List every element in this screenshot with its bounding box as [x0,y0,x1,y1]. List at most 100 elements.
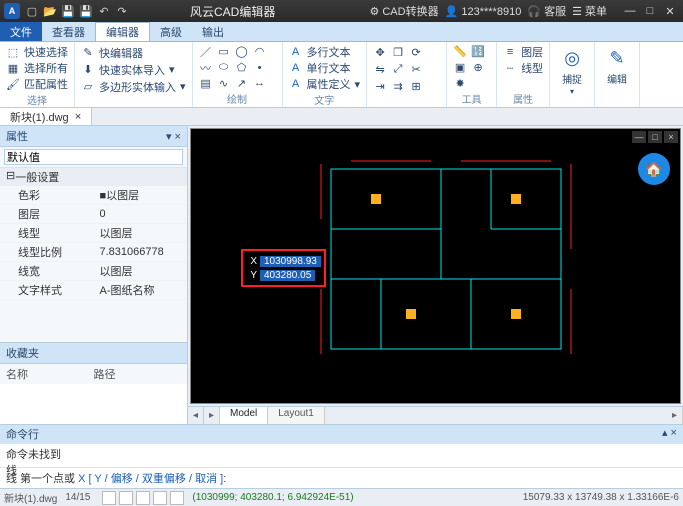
ortho-toggle[interactable] [136,491,150,505]
properties-table: 色彩■以图层 图层0 线型以图层 线型比例7.831066778 线宽以图层 文… [0,186,187,300]
calc-icon[interactable]: 🔢 [471,45,485,59]
favorites-columns: 名称路径 [0,364,187,384]
stext-button[interactable]: A单行文本 [289,60,361,76]
move-icon[interactable]: ✥ [373,46,387,60]
copy-icon[interactable]: ❐ [391,46,405,60]
point-icon[interactable]: • [253,61,267,75]
osnap-toggle[interactable] [170,491,184,505]
entity-import-button[interactable]: ⬇快速实体导入 ▾ [81,61,186,78]
selection-dropdown[interactable] [4,149,183,165]
xline-icon[interactable]: ↔ [253,76,267,90]
document-tab[interactable]: 新块(1).dwg × [0,108,92,125]
grid-toggle[interactable] [119,491,133,505]
saveas-icon[interactable]: 💾 [78,3,94,19]
tab-close-icon[interactable]: × [75,111,81,123]
prop-row: 文字样式A-图纸名称 [0,281,187,300]
ray-icon[interactable]: ↗ [235,76,249,90]
x-value: 1030998.93 [260,256,321,267]
ellipse-icon[interactable]: ⬭ [217,61,231,75]
new-icon[interactable]: ▢ [24,3,40,19]
extend-icon[interactable]: ⇥ [373,80,387,94]
offset-icon[interactable]: ⇉ [391,80,405,94]
tab-advanced[interactable]: 高级 [150,22,192,41]
open-icon[interactable]: 📂 [42,3,58,19]
explode-icon[interactable]: ✸ [453,76,467,90]
general-section-header[interactable]: ⊟ 一般设置 [0,168,187,186]
prop-row: 图层0 [0,205,187,224]
prop-row: 线型以图层 [0,224,187,243]
title-bar: A ▢ 📂 💾 💾 ↶ ↷ 风云CAD编辑器 ⚙ CAD转换器 👤 123***… [0,0,683,22]
tab-viewer[interactable]: 查看器 [42,22,95,41]
mtext-button[interactable]: A多行文本 [289,44,361,60]
status-zoom: 15079.33 x 13749.38 x 1.33166E-6 [523,492,679,503]
panel-collapse-icon[interactable]: ▾ × [166,130,181,143]
properties-panel: 属性▾ × ⊟ 一般设置 色彩■以图层 图层0 线型以图层 线型比例7.8310… [0,126,188,424]
line-icon[interactable]: ／ [199,45,213,59]
support-link[interactable]: 🎧 客服 [527,3,566,19]
spline-icon[interactable]: ∿ [217,76,231,90]
group-label-text: 文字 [289,92,361,108]
menu-bar: 文件 查看器 编辑器 高级 输出 [0,22,683,42]
status-filename: 新块(1).dwg [4,490,57,505]
status-pages: 14/15 [65,492,90,503]
mirror-icon[interactable]: ⇋ [373,63,387,77]
quick-editor-button[interactable]: ✎快编辑器 [81,44,186,61]
redo-icon[interactable]: ↷ [114,3,130,19]
group-label-tools: 工具 [453,91,490,107]
ribbon-group-props: ≡图层 ┄线型 属性 [497,42,550,107]
layer-button[interactable]: ≡图层 [503,44,543,60]
favorites-header[interactable]: 收藏夹 [0,342,187,364]
poly-entity-button[interactable]: ▱多边形实体输入 ▾ [81,78,186,95]
model-tab[interactable]: Model [220,407,268,424]
edit-big-button[interactable]: ✎编辑 [601,44,633,88]
save-icon[interactable]: 💾 [60,3,76,19]
ribbon-group-modify: ✥ ❐ ⟳ ⇋ ⤢ ✂ ⇥ ⇉ ⊞ [367,42,447,107]
snap-toggle[interactable] [102,491,116,505]
tab-file[interactable]: 文件 [0,22,42,41]
tab-scroll-icon[interactable]: ▸ [667,407,683,424]
rect-icon[interactable]: ▭ [217,45,231,59]
cmd-close-icon[interactable]: ▴ × [662,426,677,442]
tab-editor[interactable]: 编辑器 [95,22,150,41]
measure-icon[interactable]: 📏 [453,45,467,59]
group-label-select: 选择 [6,92,68,108]
vp-close-icon[interactable]: × [664,131,678,143]
circle-icon[interactable]: ◯ [235,45,249,59]
layout-tab[interactable]: Layout1 [268,407,325,424]
status-bar: 新块(1).dwg 14/15 (1030999; 403280.1; 6.94… [0,488,683,506]
trim-icon[interactable]: ✂ [409,63,423,77]
undo-icon[interactable]: ↶ [96,3,112,19]
tab-prev-icon[interactable]: ◂ [188,407,204,424]
cad-converter-link[interactable]: ⚙ CAD转换器 [369,3,438,19]
maximize-button[interactable]: □ [641,3,659,19]
polygon-icon[interactable]: ⬠ [235,61,249,75]
insert-icon[interactable]: ⊕ [471,61,485,75]
block-icon[interactable]: ▣ [453,61,467,75]
match-props-button[interactable]: 🖌匹配属性 [6,76,68,92]
tab-next-icon[interactable]: ▸ [204,407,220,424]
tab-output[interactable]: 输出 [192,22,234,41]
hatch-icon[interactable]: ▤ [199,76,213,90]
select-all-button[interactable]: ▦选择所有 [6,60,68,76]
group-label-draw: 绘制 [199,91,276,107]
polar-toggle[interactable] [153,491,167,505]
snap-button[interactable]: ◎捕捉▾ [556,44,588,98]
vp-min-icon[interactable]: — [632,131,646,143]
view-cube[interactable]: 🏠 [638,153,670,185]
close-button[interactable]: ✕ [661,3,679,19]
minimize-button[interactable]: — [621,3,639,19]
quick-select-button[interactable]: ⬚快速选择 [6,44,68,60]
array-icon[interactable]: ⊞ [409,80,423,94]
menu-link[interactable]: ☰ 菜单 [572,3,607,19]
polyline-icon[interactable]: 〰 [199,61,213,75]
user-label[interactable]: 👤 123****8910 [445,5,522,18]
arc-icon[interactable]: ◠ [253,45,267,59]
rotate-icon[interactable]: ⟳ [409,46,423,60]
ribbon: ⬚快速选择 ▦选择所有 🖌匹配属性 选择 ✎快编辑器 ⬇快速实体导入 ▾ ▱多边… [0,42,683,108]
linetype-button[interactable]: ┄线型 [503,60,543,76]
scale-icon[interactable]: ⤢ [391,63,405,77]
command-prompt[interactable]: 线 第一个点或 X [ Y / 偏移 / 双重偏移 / 取消 ]: [0,467,683,488]
vp-max-icon[interactable]: □ [648,131,662,143]
attrdef-button[interactable]: A属性定义 ▾ [289,76,361,92]
drawing-canvas[interactable]: — □ × 🏠 X1030998.93 Y403280.05 [190,128,681,404]
